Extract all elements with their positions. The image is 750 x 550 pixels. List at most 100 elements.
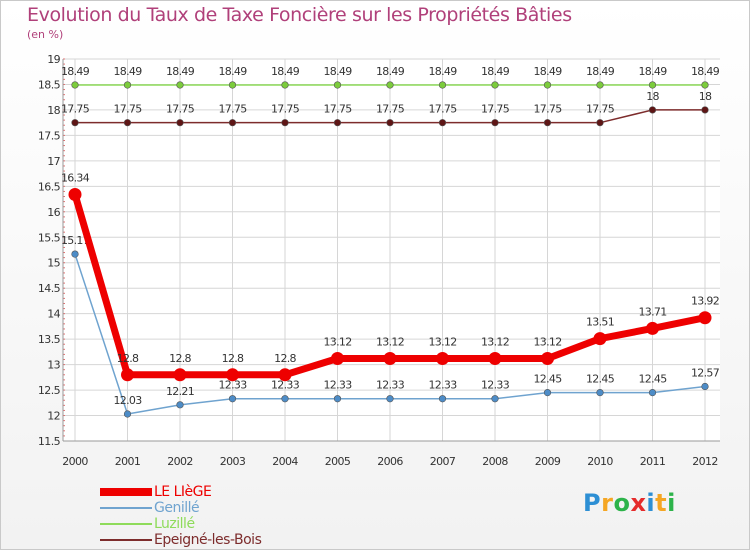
x-tick-label: 2011 (640, 455, 666, 468)
data-point-genill- (228, 395, 237, 403)
data-label-epeign-les-bois: 17.75 (534, 103, 563, 116)
data-label-epeign-les-bois: 18 (699, 90, 712, 103)
data-label-genill-: 12.33 (481, 379, 510, 392)
data-point-luzill- (438, 81, 447, 89)
x-tick-label: 2004 (272, 455, 298, 468)
logo-letter: i (667, 489, 676, 517)
x-tick-label: 2010 (587, 455, 613, 468)
data-point-genill- (648, 389, 657, 397)
x-tick-label: 2000 (62, 455, 88, 468)
logo-letter: o (613, 489, 631, 517)
x-tick-label: 2006 (377, 455, 403, 468)
data-label-epeign-les-bois: 17.75 (586, 103, 615, 116)
data-label-genill-: 15.17 (61, 234, 90, 247)
y-tick-label: 11.5 (38, 435, 61, 448)
data-point-epeign-les-bois (491, 119, 499, 127)
data-point-luzill- (386, 81, 394, 89)
data-label-epeign-les-bois: 17.75 (114, 103, 143, 116)
data-label-genill-: 12.57 (691, 367, 720, 380)
logo-letter: t (655, 489, 668, 517)
legend-label: LE LIèGE (154, 484, 212, 500)
data-label-luzill-: 18.49 (691, 65, 720, 78)
y-tick-label: 19 (47, 53, 60, 66)
data-point-le-li-ge (68, 187, 82, 201)
data-point-epeign-les-bois (123, 119, 132, 127)
data-point-luzill- (123, 81, 132, 89)
y-tick-label: 17.5 (38, 129, 61, 142)
x-tick-label: 2005 (325, 455, 351, 468)
logo-letter: P (583, 489, 602, 517)
data-label-epeign-les-bois: 17.75 (166, 103, 195, 116)
x-tick-label: 2009 (535, 455, 561, 468)
data-point-genill- (438, 395, 447, 403)
data-point-luzill- (491, 81, 499, 89)
data-label-luzill-: 18.49 (586, 65, 615, 78)
data-label-luzill-: 18.49 (429, 65, 458, 78)
chart-title: Evolution du Taux de Taxe Foncière sur l… (27, 4, 572, 26)
data-point-luzill- (281, 81, 289, 89)
data-point-le-li-ge (331, 351, 344, 365)
data-label-le-li-ge: 13.92 (691, 295, 719, 308)
data-point-epeign-les-bois (71, 119, 79, 127)
data-label-luzill-: 18.49 (114, 65, 143, 78)
y-tick-label: 13 (47, 359, 60, 372)
y-tick-label: 12 (47, 410, 60, 423)
chart-legend: LE LIèGE Genillé Luzillé Epeigné-les-Bois (100, 484, 262, 548)
data-label-epeign-les-bois: 17.75 (219, 103, 248, 116)
y-tick-label: 16.5 (38, 180, 61, 193)
legend-item: Epeigné-les-Bois (100, 532, 262, 548)
data-point-epeign-les-bois (176, 119, 184, 127)
data-point-genill- (543, 389, 552, 397)
y-tick-label: 14.5 (38, 282, 61, 295)
data-point-epeign-les-bois (438, 119, 447, 127)
y-tick-label: 17 (47, 155, 60, 168)
data-point-luzill- (648, 81, 657, 89)
data-label-genill-: 12.45 (639, 373, 668, 386)
y-tick-label: 18.5 (38, 78, 61, 91)
data-point-genill- (596, 389, 604, 397)
data-point-epeign-les-bois (386, 119, 394, 127)
data-point-luzill- (333, 81, 342, 89)
data-point-luzill- (543, 81, 552, 89)
y-tick-label: 18 (47, 104, 60, 117)
data-label-luzill-: 18.49 (61, 65, 90, 78)
y-tick-label: 15.5 (38, 231, 61, 244)
data-label-le-li-ge: 13.12 (429, 335, 457, 348)
data-label-le-li-ge: 13.12 (481, 335, 509, 348)
data-point-genill- (281, 395, 289, 403)
data-point-luzill- (701, 81, 709, 89)
data-label-le-li-ge: 12.8 (169, 352, 191, 365)
data-label-epeign-les-bois: 18 (646, 90, 659, 103)
data-label-luzill-: 18.49 (639, 65, 668, 78)
data-point-genill- (71, 250, 79, 258)
legend-item: Luzillé (100, 516, 261, 532)
legend-swatch (100, 507, 152, 509)
data-point-le-li-ge (278, 368, 292, 382)
data-label-le-li-ge: 13.12 (376, 335, 404, 348)
data-point-genill- (333, 395, 342, 403)
data-label-epeign-les-bois: 17.75 (61, 103, 90, 116)
data-label-genill-: 12.21 (166, 385, 194, 398)
data-label-genill-: 12.45 (534, 373, 563, 386)
data-label-le-li-ge: 13.71 (639, 305, 667, 318)
data-label-epeign-les-bois: 17.75 (376, 103, 405, 116)
data-point-le-li-ge (541, 351, 554, 365)
data-point-genill- (386, 395, 394, 403)
data-point-genill- (491, 395, 499, 403)
y-tick-label: 14 (47, 308, 60, 321)
data-point-le-li-ge (436, 351, 449, 365)
data-point-luzill- (71, 81, 79, 89)
data-label-genill-: 12.33 (271, 379, 300, 392)
data-point-epeign-les-bois (701, 106, 709, 114)
data-point-le-li-ge (593, 332, 607, 346)
data-point-genill- (701, 382, 709, 391)
legend-label: Genillé (154, 500, 200, 516)
data-label-le-li-ge: 12.8 (222, 352, 244, 365)
legend-swatch (100, 488, 152, 496)
data-label-luzill-: 18.49 (324, 65, 353, 78)
data-point-genill- (176, 401, 184, 409)
data-point-epeign-les-bois (228, 119, 237, 127)
data-label-le-li-ge: 16.34 (61, 171, 90, 184)
y-tick-label: 13.5 (38, 333, 61, 346)
